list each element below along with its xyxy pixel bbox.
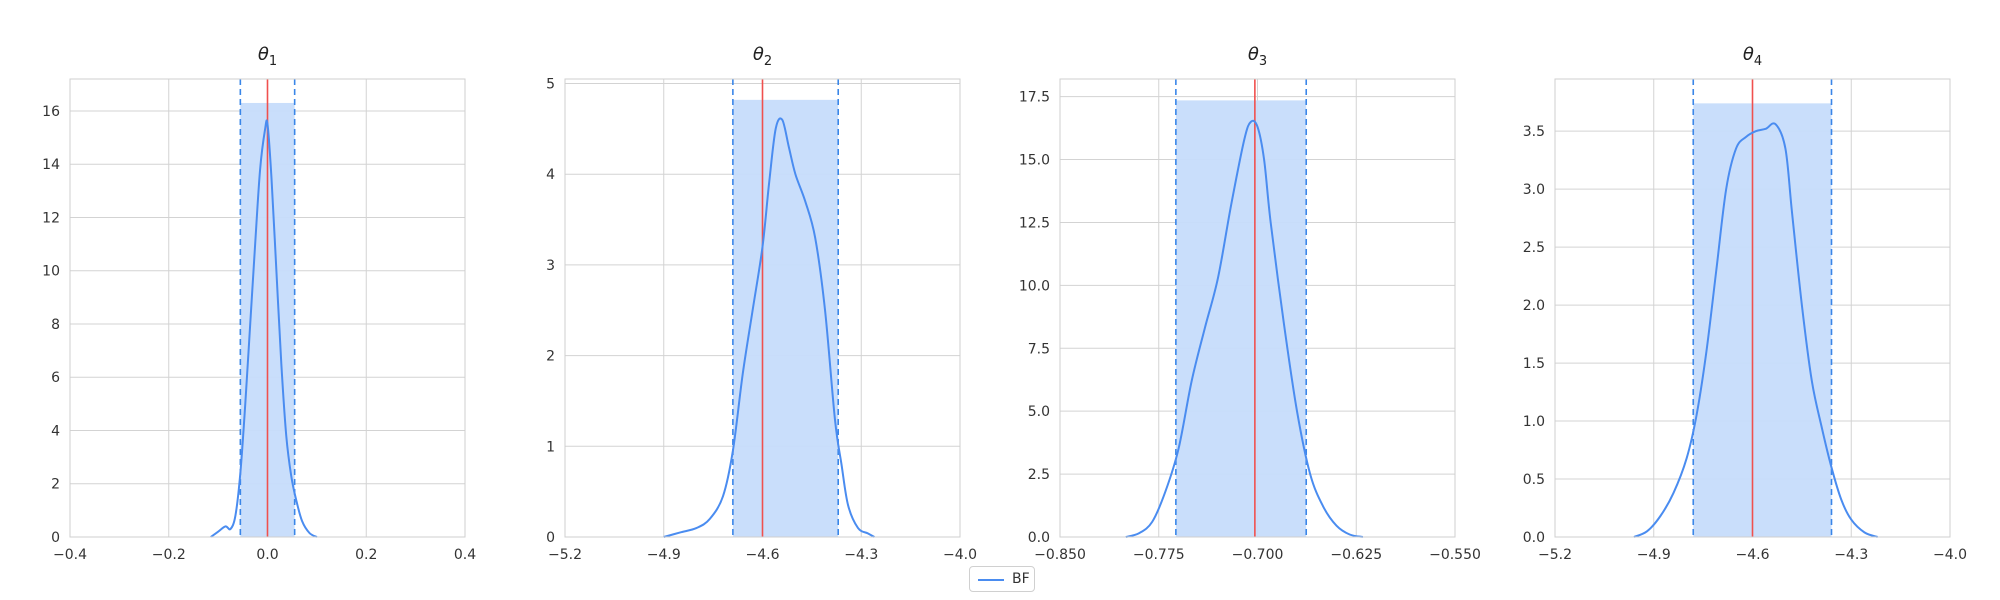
- y-tick-label-1-2: 4: [51, 423, 60, 439]
- y-tick-label-2-5: 5: [546, 77, 555, 93]
- panel-title-4: θ4: [1743, 44, 1762, 69]
- panel-title-symbol-4: θ: [1743, 44, 1754, 65]
- x-tick-label-2-1: −4.9: [647, 547, 681, 563]
- panel-title-subscript-2: 2: [764, 54, 772, 69]
- x-tick-label-2-0: −5.2: [548, 547, 582, 563]
- panel-4: −5.2 −4.9 −4.6 −4.3 −4.0 0.0 0.5 1.0 1.5 2.0 2.5 3.…: [1523, 44, 1967, 563]
- y-tick-label-1-0: 0: [51, 530, 60, 546]
- x-tick-label-1-4: 0.4: [454, 547, 476, 563]
- panel-1: −0.4 −0.2 0.0 0.2 0.4 0 2 4 6 8 10 12 14 16 θ1: [42, 44, 476, 563]
- y-tick-label-3-1: 2.5: [1028, 467, 1050, 483]
- x-tick-label-1-2: 0.0: [256, 547, 278, 563]
- x-tick-label-2-3: −4.3: [844, 547, 878, 563]
- kde-curve-1-BF: [210, 119, 318, 538]
- plot-frame-4: [1554, 78, 1951, 538]
- x-tick-label-3-0: −0.850: [1034, 547, 1086, 563]
- interval-band-3: [1175, 100, 1307, 537]
- interval-band-4: [1693, 103, 1832, 537]
- kde-curve-3-BF: [1125, 119, 1364, 538]
- x-tick-label-4-4: −4.0: [1933, 547, 1967, 563]
- y-tick-label-3-5: 12.5: [1019, 215, 1050, 231]
- panel-title-symbol-1: θ: [258, 44, 269, 65]
- panel-title-1: θ1: [258, 44, 277, 69]
- x-tick-label-4-0: −5.2: [1538, 547, 1572, 563]
- y-tick-label-2-0: 0: [546, 530, 555, 546]
- x-tick-label-2-4: −4.0: [943, 547, 977, 563]
- panel-title-symbol-3: θ: [1248, 44, 1259, 65]
- y-tick-label-1-5: 10: [42, 264, 60, 280]
- panel-title-2: θ2: [753, 44, 772, 69]
- legend-swatch-bf: [978, 579, 1004, 581]
- y-tick-label-4-5: 2.5: [1523, 240, 1545, 256]
- y-tick-label-3-6: 15.0: [1019, 153, 1050, 169]
- plot-frame-1: [69, 78, 466, 538]
- y-tick-label-4-1: 0.5: [1523, 472, 1545, 488]
- panel-title-subscript-3: 3: [1259, 54, 1267, 69]
- y-tick-label-1-1: 2: [51, 477, 60, 493]
- legend-label-bf: BF: [1012, 571, 1030, 587]
- y-tick-label-1-8: 16: [42, 104, 60, 120]
- plot-frame-3: [1059, 78, 1456, 538]
- x-tick-label-4-2: −4.6: [1736, 547, 1770, 563]
- x-tick-label-1-0: −0.4: [53, 547, 87, 563]
- x-tick-label-3-4: −0.550: [1429, 547, 1481, 563]
- x-tick-label-3-3: −0.625: [1330, 547, 1382, 563]
- plot-frame-2: [564, 78, 961, 538]
- panel-3: −0.850 −0.775 −0.700 −0.625 −0.550 0.0 2.5 5.0 7…: [1019, 44, 1481, 563]
- x-tick-label-2-2: −4.6: [746, 547, 780, 563]
- x-tick-label-1-3: 0.2: [355, 547, 377, 563]
- x-tick-label-3-2: −0.700: [1232, 547, 1284, 563]
- kde-curve-4-BF: [1633, 122, 1878, 538]
- y-tick-label-1-6: 12: [42, 210, 60, 226]
- x-tick-label-4-3: −4.3: [1834, 547, 1868, 563]
- y-tick-label-1-4: 8: [51, 317, 60, 333]
- panel-title-symbol-2: θ: [753, 44, 764, 65]
- panel-title-3: θ3: [1248, 44, 1267, 69]
- y-tick-label-3-2: 5.0: [1028, 404, 1050, 420]
- y-tick-label-4-3: 1.5: [1523, 356, 1545, 372]
- y-tick-label-2-3: 3: [546, 258, 555, 274]
- x-tick-label-1-1: −0.2: [152, 547, 186, 563]
- interval-band-2: [732, 99, 839, 537]
- y-tick-label-4-2: 1.0: [1523, 414, 1545, 430]
- x-tick-label-3-1: −0.775: [1133, 547, 1185, 563]
- x-tick-label-4-1: −4.9: [1637, 547, 1671, 563]
- y-tick-label-4-6: 3.0: [1523, 182, 1545, 198]
- panel-title-subscript-1: 1: [269, 54, 277, 69]
- y-tick-label-3-4: 10.0: [1019, 278, 1050, 294]
- y-tick-label-1-3: 6: [51, 370, 60, 386]
- y-tick-label-4-0: 0.0: [1523, 530, 1545, 546]
- y-tick-label-2-4: 4: [546, 167, 555, 183]
- y-tick-label-3-7: 17.5: [1019, 90, 1050, 106]
- y-tick-label-4-4: 2.0: [1523, 298, 1545, 314]
- y-tick-label-3-0: 0.0: [1028, 530, 1050, 546]
- kde-curve-2-BF: [663, 117, 875, 538]
- y-tick-label-3-3: 7.5: [1028, 341, 1050, 357]
- y-tick-label-4-7: 3.5: [1523, 124, 1545, 140]
- y-tick-label-1-7: 14: [42, 157, 60, 173]
- legend: BF: [969, 566, 1035, 592]
- y-tick-label-2-1: 1: [546, 439, 555, 455]
- panel-title-subscript-4: 4: [1754, 54, 1762, 69]
- y-tick-label-2-2: 2: [546, 349, 555, 365]
